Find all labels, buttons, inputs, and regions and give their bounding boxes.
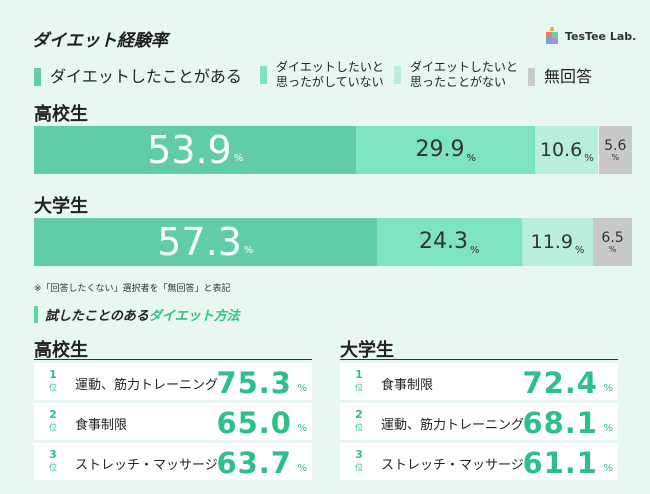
stacked-bar-highschool: 53.9% 29.9% 10.6% 5.6% xyxy=(34,126,632,174)
methods-title-part2: ダイエット方法 xyxy=(148,309,240,324)
ranking-row: 1 位食事制限 72.4% xyxy=(340,363,618,400)
bar-value-label: 6.5 xyxy=(601,229,624,246)
rank-unit: 位 xyxy=(49,463,57,472)
method-percentage: 63.7 xyxy=(216,446,292,480)
method-name: 運動、筋力トレーニング xyxy=(381,418,525,433)
method-name: 運動、筋力トレーニング xyxy=(75,378,219,393)
method-name: ストレッチ・マッサージ xyxy=(381,458,524,473)
segment-experienced: 53.9% xyxy=(34,126,357,174)
method-name: ストレッチ・マッサージ xyxy=(75,458,218,473)
bar-value-label: 24.3 xyxy=(419,229,469,254)
ranking-group-title: 高校生 xyxy=(34,336,312,361)
legend-label: ダイエットしたことがある xyxy=(50,67,242,86)
bar-value-label: 10.6 xyxy=(539,138,583,161)
legend-label: ダイエットしたいと 思ったことがない xyxy=(410,60,518,89)
method-percentage: 65.0 xyxy=(216,406,292,440)
logo: TesTee Lab. xyxy=(545,27,636,45)
method-percentage-unit: % xyxy=(297,423,307,434)
bar-value-unit: % xyxy=(466,152,476,164)
legend-item-experienced: ダイエットしたことがある xyxy=(34,68,242,86)
segment-no-answer: 6.5% xyxy=(593,218,632,266)
section-marker xyxy=(34,306,38,323)
bar-value-label: 5.6 xyxy=(604,137,627,154)
bar-label-university: 大学生 xyxy=(34,196,88,217)
legend-item-want-not-tried: ダイエットしたいと 思ったがしていない xyxy=(260,60,384,90)
legend-swatch xyxy=(34,68,41,86)
method-percentage: 72.4 xyxy=(522,366,598,400)
method-percentage: 68.1 xyxy=(522,406,598,440)
legend-label: ダイエットしたいと 思ったがしていない xyxy=(276,60,384,89)
ranking-row: 3 位ストレッチ・マッサージ 61.1% xyxy=(340,443,618,480)
bar-value-unit: % xyxy=(574,244,585,256)
segment-want-no-experience: 11.9% xyxy=(521,218,594,266)
bar-value-unit: % xyxy=(608,244,617,254)
ranking-university: 大学生 1 位食事制限 72.4% 2 位運動、筋力トレーニング 68.1% 3 位ストレッチ・… xyxy=(340,336,618,480)
bar-value-unit: % xyxy=(611,152,620,162)
segment-no-answer: 5.6% xyxy=(598,126,632,174)
legend-swatch xyxy=(528,68,535,86)
rank-unit: 位 xyxy=(355,383,363,392)
legend-item-want-no-experience: ダイエットしたいと 思ったことがない xyxy=(394,60,518,90)
segment-experienced: 57.3% xyxy=(34,218,377,266)
bar-value-label: 11.9 xyxy=(530,230,573,253)
legend-item-no-answer: 無回答 xyxy=(528,68,592,86)
footnote: ※「回答したくない」選択者を「無回答」と表記 xyxy=(34,284,231,294)
stacked-bar-university: 57.3% 24.3% 11.9% 6.5% xyxy=(34,218,632,266)
rank-unit: 位 xyxy=(49,423,57,432)
methods-section-title: 試したことのある ダイエット方法 xyxy=(34,305,240,324)
page-title: ダイエット経験率 xyxy=(32,31,168,51)
rank-unit: 位 xyxy=(355,463,363,472)
method-percentage-unit: % xyxy=(297,383,307,394)
bar-value-unit: % xyxy=(470,244,480,256)
bar-value-label: 53.9 xyxy=(147,128,232,172)
bar-value-unit: % xyxy=(233,152,244,164)
bar-value-label: 57.3 xyxy=(157,220,242,264)
bar-label-highschool: 高校生 xyxy=(34,104,88,125)
methods-title-part1: 試したことのある xyxy=(45,309,149,324)
method-percentage-unit: % xyxy=(603,463,613,474)
segment-want-not-tried: 29.9% xyxy=(356,126,536,174)
rank-unit: 位 xyxy=(49,383,57,392)
segment-want-not-tried: 24.3% xyxy=(376,218,522,266)
method-name: 食事制限 xyxy=(381,378,434,393)
legend-swatch xyxy=(260,66,267,84)
method-percentage: 75.3 xyxy=(216,366,292,400)
chart-legend: ダイエットしたことがある ダイエットしたいと 思ったがしていない ダイエットした… xyxy=(34,60,634,94)
ranking-group-title: 大学生 xyxy=(340,336,618,361)
method-percentage-unit: % xyxy=(297,463,307,474)
method-percentage: 61.1 xyxy=(522,446,598,480)
bar-value-unit: % xyxy=(243,244,254,256)
method-percentage-unit: % xyxy=(603,423,613,434)
ranking-row: 3 位ストレッチ・マッサージ 63.7% xyxy=(34,443,312,480)
ranking-row: 1 位運動、筋力トレーニング 75.3% xyxy=(34,363,312,400)
ranking-row: 2 位食事制限 65.0% xyxy=(34,403,312,440)
rank-unit: 位 xyxy=(355,423,363,432)
ranking-highschool: 高校生 1 位運動、筋力トレーニング 75.3% 2 位食事制限 65.0% 3 位ストレッチ・… xyxy=(34,336,312,480)
segment-want-no-experience: 10.6% xyxy=(535,126,599,174)
method-percentage-unit: % xyxy=(603,383,613,394)
logo-icon xyxy=(546,27,558,44)
logo-text: TesTee Lab. xyxy=(565,29,637,43)
method-name: 食事制限 xyxy=(75,418,128,433)
legend-label: 無回答 xyxy=(544,67,593,86)
ranking-row: 2 位運動、筋力トレーニング 68.1% xyxy=(340,403,618,440)
bar-value-unit: % xyxy=(584,152,594,164)
bar-value-label: 29.9 xyxy=(415,137,465,162)
legend-swatch xyxy=(394,66,401,84)
